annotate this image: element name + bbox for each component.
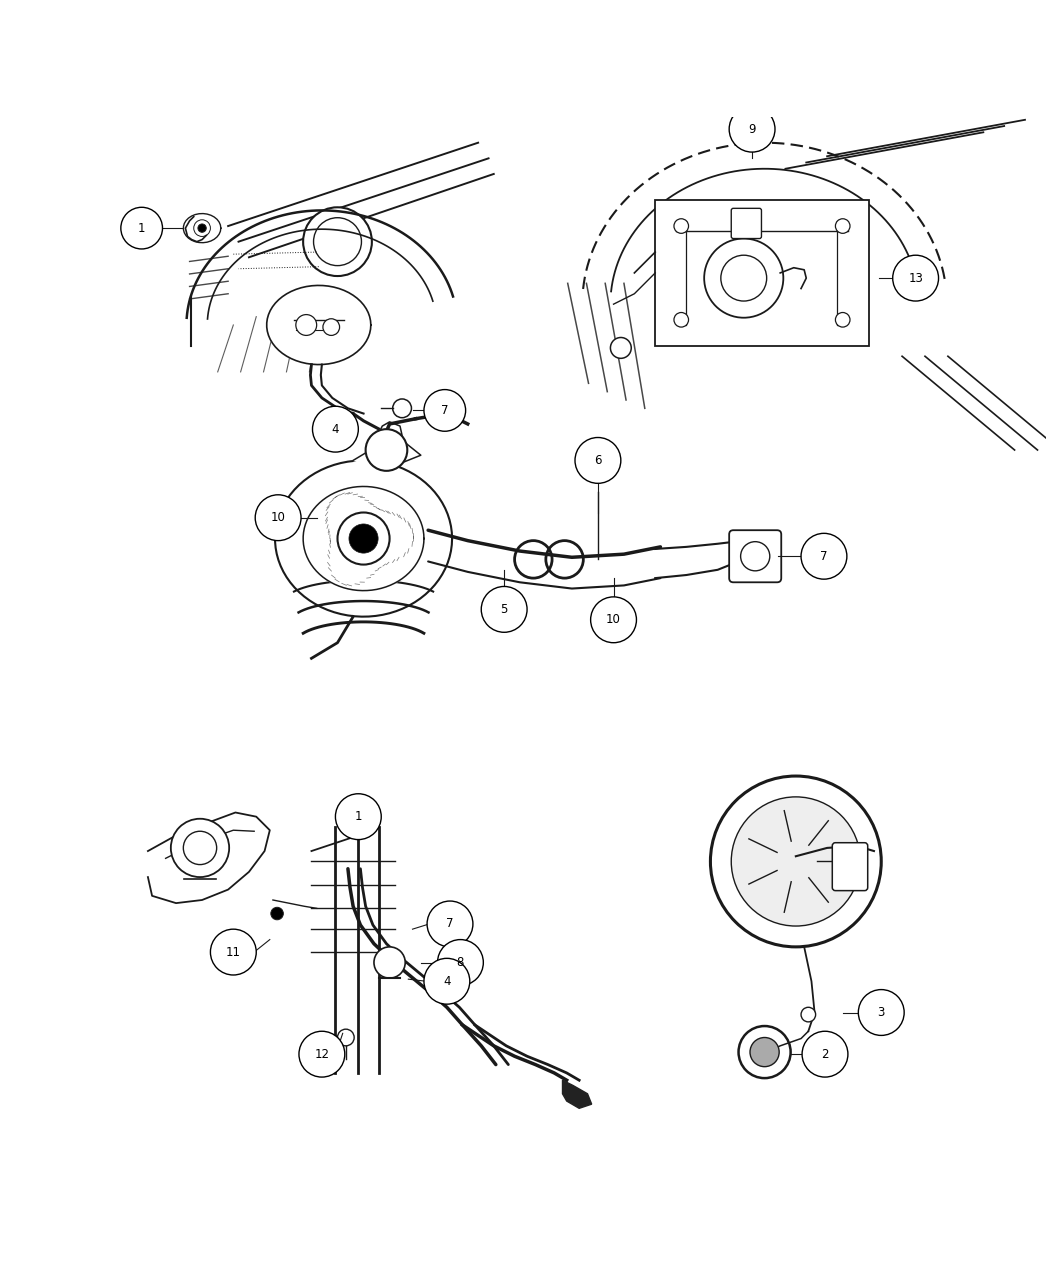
Text: 2: 2 (821, 1048, 828, 1061)
Text: 9: 9 (749, 122, 756, 135)
FancyBboxPatch shape (729, 530, 781, 583)
Polygon shape (353, 442, 421, 465)
Text: 6: 6 (594, 454, 602, 467)
Circle shape (313, 407, 358, 453)
Circle shape (750, 1038, 779, 1067)
Text: 10: 10 (271, 511, 286, 524)
Circle shape (296, 315, 317, 335)
Polygon shape (267, 286, 371, 365)
Text: 13: 13 (908, 272, 923, 284)
Circle shape (481, 586, 527, 632)
Circle shape (858, 989, 904, 1035)
Polygon shape (563, 1080, 591, 1108)
Text: 10: 10 (606, 613, 621, 626)
Circle shape (740, 542, 770, 571)
Polygon shape (303, 487, 424, 590)
Text: 11: 11 (226, 946, 240, 959)
Circle shape (575, 437, 621, 483)
Circle shape (271, 908, 284, 919)
Circle shape (674, 219, 689, 233)
Text: 8: 8 (457, 956, 464, 969)
Circle shape (836, 312, 851, 328)
Circle shape (610, 338, 631, 358)
Circle shape (323, 319, 339, 335)
Circle shape (674, 312, 689, 328)
FancyBboxPatch shape (833, 843, 867, 891)
Text: 12: 12 (314, 1048, 330, 1061)
Circle shape (590, 597, 636, 643)
Circle shape (711, 776, 881, 947)
Circle shape (210, 929, 256, 975)
Circle shape (337, 1029, 354, 1045)
Circle shape (424, 959, 469, 1005)
Text: 1: 1 (138, 222, 145, 235)
Text: 4: 4 (443, 975, 450, 988)
Text: 5: 5 (501, 603, 508, 616)
Polygon shape (379, 422, 402, 441)
Polygon shape (428, 530, 660, 589)
Circle shape (424, 390, 465, 431)
Circle shape (729, 106, 775, 152)
FancyBboxPatch shape (655, 200, 868, 346)
Circle shape (438, 940, 483, 986)
Circle shape (303, 208, 372, 277)
Text: 7: 7 (446, 918, 454, 931)
Text: 3: 3 (878, 1006, 885, 1019)
Circle shape (337, 513, 390, 565)
Circle shape (349, 524, 378, 553)
Circle shape (365, 430, 407, 470)
Circle shape (802, 1031, 848, 1077)
Circle shape (171, 819, 229, 877)
Circle shape (836, 219, 851, 233)
Circle shape (335, 794, 381, 839)
Circle shape (255, 495, 301, 541)
Circle shape (892, 255, 939, 301)
Circle shape (731, 797, 860, 926)
Polygon shape (184, 214, 220, 242)
Polygon shape (275, 460, 453, 617)
Circle shape (705, 238, 783, 317)
FancyBboxPatch shape (731, 208, 761, 238)
Polygon shape (148, 812, 270, 903)
Circle shape (801, 533, 847, 579)
Circle shape (721, 255, 766, 301)
Text: 7: 7 (820, 550, 827, 562)
Circle shape (801, 1007, 816, 1021)
Text: 4: 4 (332, 423, 339, 436)
Circle shape (197, 224, 206, 232)
Circle shape (393, 399, 412, 418)
Text: 7: 7 (441, 404, 448, 417)
Circle shape (299, 1031, 344, 1077)
Circle shape (121, 208, 163, 249)
Text: 1: 1 (355, 810, 362, 824)
Circle shape (427, 901, 472, 947)
Circle shape (374, 947, 405, 978)
Circle shape (738, 1026, 791, 1079)
